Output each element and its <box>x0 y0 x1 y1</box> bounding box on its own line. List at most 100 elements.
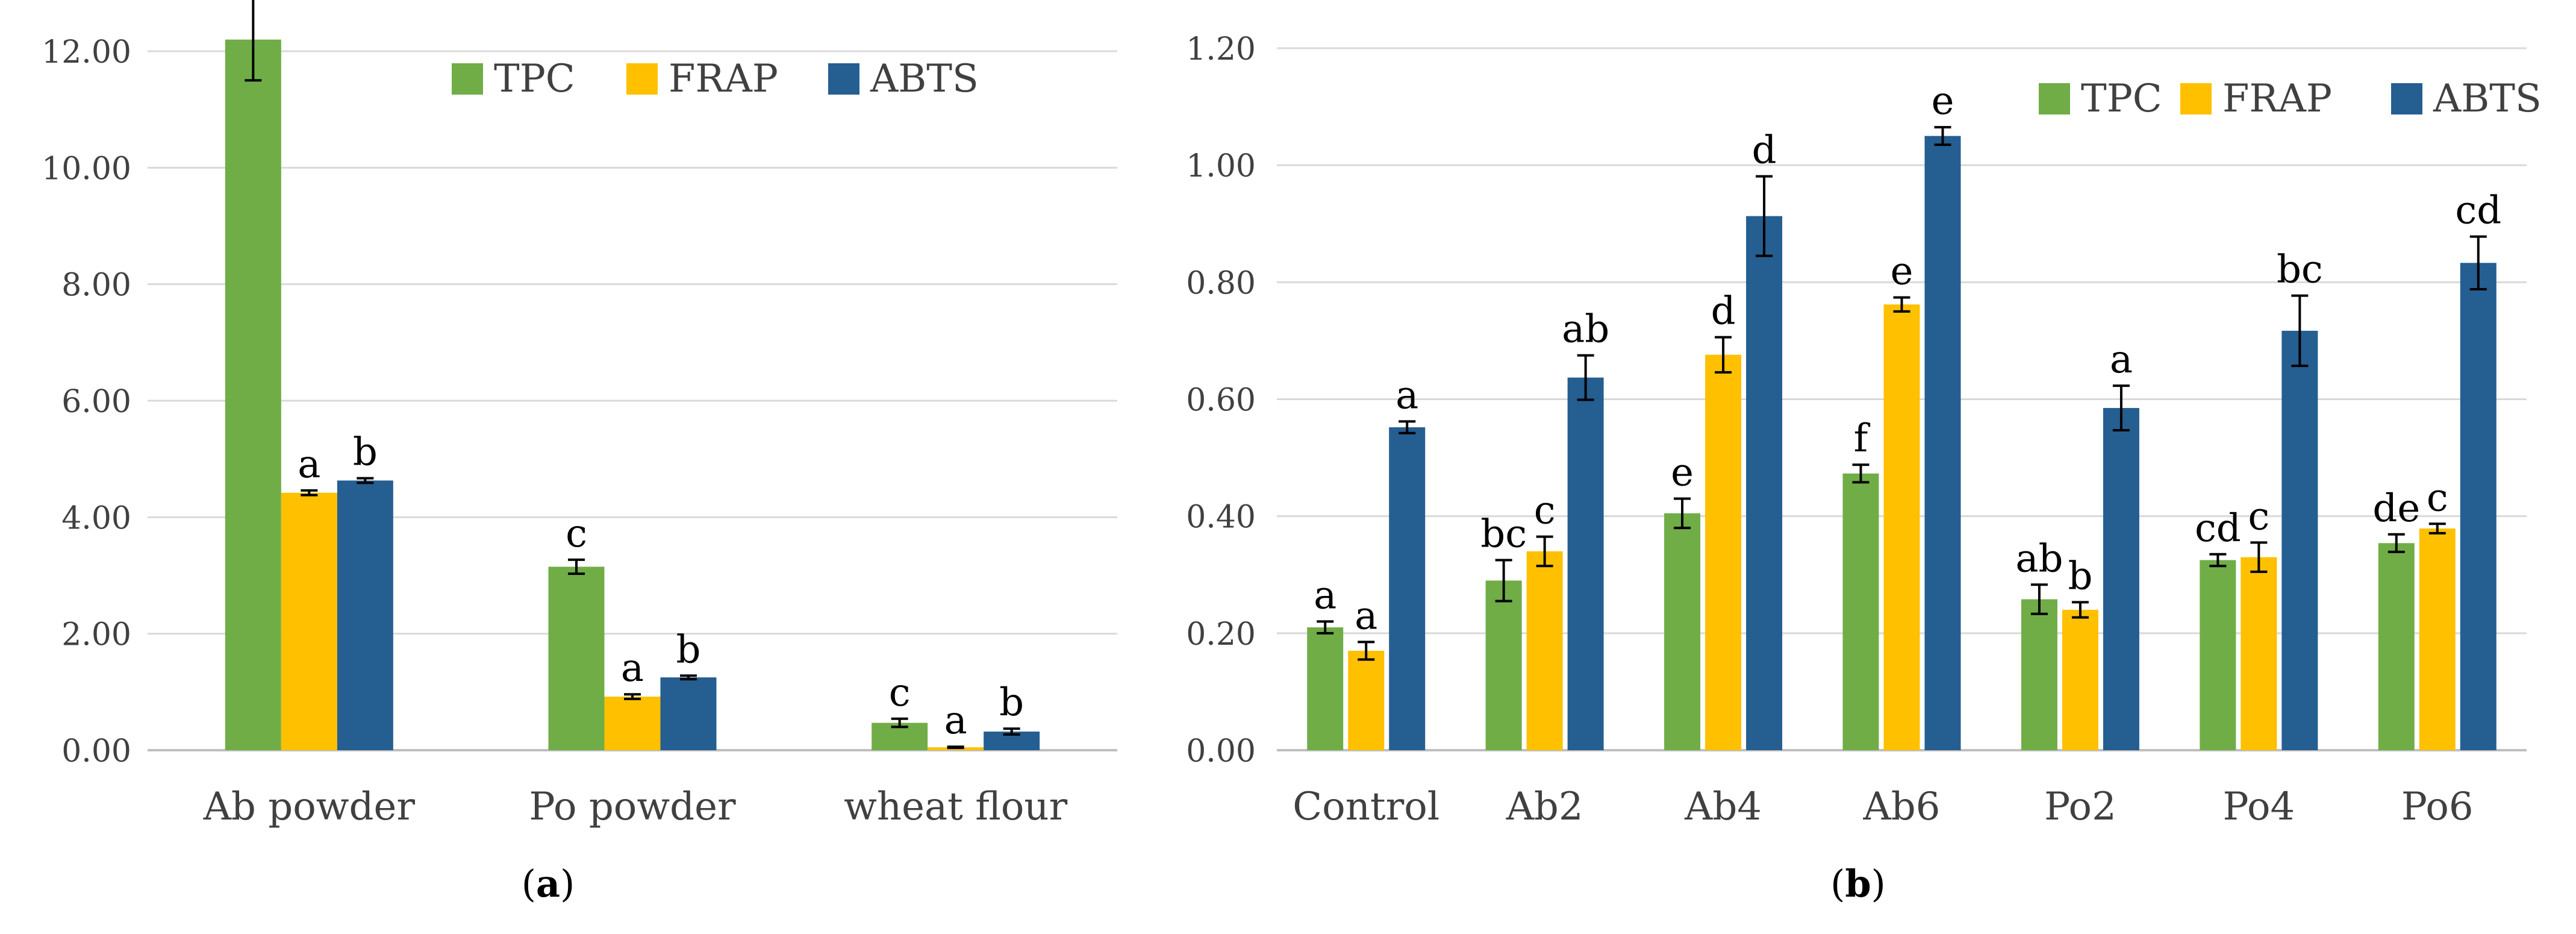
x-tick-label: wheat flour <box>844 785 1068 829</box>
significance-label: b <box>999 680 1024 725</box>
bar-tpc <box>1307 627 1344 750</box>
caption-open: ( <box>522 862 536 906</box>
caption-open: ( <box>1830 862 1845 906</box>
legend-label-abts: ABTS <box>870 57 979 101</box>
bar-tpc <box>1664 513 1701 750</box>
bar-abts <box>1389 427 1426 750</box>
panel-caption: (b) <box>1830 862 1886 906</box>
panel-caption: (a) <box>522 862 575 906</box>
legend-label-frap: FRAP <box>669 57 778 101</box>
significance-label: f <box>1854 416 1871 461</box>
x-tick-label: Po2 <box>2044 785 2116 829</box>
significance-label: a <box>1314 573 1336 618</box>
bar-abts <box>2281 330 2318 750</box>
bar-tpc <box>2200 560 2236 750</box>
legend-label-tpc: TPC <box>2081 77 2162 121</box>
bar-frap <box>2241 557 2277 750</box>
significance-label: a <box>298 442 320 487</box>
bar-abts <box>660 677 717 750</box>
bar-frap <box>2062 610 2098 750</box>
legend-swatch-frap <box>2180 83 2212 114</box>
bar-abts <box>2103 408 2139 750</box>
y-tick-label: 0.40 <box>1186 500 1256 536</box>
significance-label: e <box>1932 79 1954 124</box>
x-tick-label: Po6 <box>2401 785 2474 829</box>
significance-label: de <box>2372 486 2420 531</box>
x-tick-label: Ab2 <box>1506 785 1583 829</box>
bar-frap <box>1705 354 1742 750</box>
significance-label: d <box>1752 128 1777 173</box>
caption-letter: a <box>536 862 560 906</box>
x-tick-label: Po powder <box>529 785 735 829</box>
significance-label: bc <box>2277 248 2323 292</box>
legend-swatch-abts <box>2391 83 2422 114</box>
y-tick-label: 0.20 <box>1186 616 1256 653</box>
bar-tpc <box>1842 473 1879 750</box>
significance-label: a <box>1396 373 1418 418</box>
bar-frap <box>1883 304 1920 751</box>
significance-label: b <box>353 430 378 475</box>
bar-frap <box>604 697 661 750</box>
bar-tpc <box>1485 580 1522 750</box>
significance-label: c <box>2248 494 2269 539</box>
chart-panel-a: 0.00 2.00 4.00 6.00 8.00 10.00 12.00 Ab powder c… <box>42 0 1117 906</box>
caption-close: ) <box>1871 862 1886 906</box>
legend-swatch-tpc <box>452 63 483 95</box>
significance-label: cd <box>2195 506 2241 551</box>
significance-label: b <box>2068 554 2092 598</box>
x-tick-label: Ab6 <box>1863 785 1941 829</box>
significance-label: d <box>1711 289 1736 334</box>
x-tick-label: Po4 <box>2222 785 2295 829</box>
bar-frap <box>281 492 337 750</box>
y-tick-label: 0.00 <box>61 733 131 769</box>
y-tick-label: 0.00 <box>1186 733 1256 769</box>
significance-label: ab <box>2015 536 2063 581</box>
bar-frap <box>2419 528 2456 750</box>
bar-tpc <box>225 39 281 751</box>
y-tick-label: 0.80 <box>1186 265 1256 301</box>
y-tick-label: 0.60 <box>1186 383 1256 419</box>
x-tick-label: Ab4 <box>1684 785 1762 829</box>
legend-label-tpc: TPC <box>494 57 575 101</box>
significance-label: c <box>1534 489 1556 533</box>
y-tick-label: 10.00 <box>42 151 131 187</box>
legend-label-frap: FRAP <box>2222 77 2332 121</box>
significance-label: c <box>889 671 911 715</box>
y-tick-label: 1.00 <box>1186 148 1256 184</box>
significance-label: cd <box>2455 189 2501 233</box>
y-tick-label: 8.00 <box>61 268 131 304</box>
bar-abts <box>2460 263 2496 750</box>
bar-tpc <box>2021 599 2057 750</box>
bar-abts <box>1567 377 1604 750</box>
legend-swatch-abts <box>828 63 859 95</box>
significance-label: c <box>566 512 587 556</box>
caption-letter: b <box>1845 862 1871 906</box>
y-tick-label: 4.00 <box>61 500 131 536</box>
significance-label: c <box>2427 475 2448 520</box>
legend-label-abts: ABTS <box>2433 77 2542 121</box>
significance-label: a <box>621 646 644 691</box>
bar-abts <box>1746 216 1783 751</box>
bar-tpc <box>548 566 605 750</box>
bar-abts <box>1924 136 1961 750</box>
legend-swatch-frap <box>626 63 658 95</box>
significance-label: a <box>1355 594 1377 638</box>
significance-label: b <box>676 627 701 672</box>
significance-label: a <box>944 698 967 743</box>
bar-tpc <box>2378 543 2415 750</box>
significance-label: e <box>1891 249 1913 294</box>
legend-swatch-tpc <box>2039 83 2070 114</box>
significance-label: ab <box>1562 307 1609 352</box>
x-tick-label: Ab powder <box>203 785 416 829</box>
caption-close: ) <box>560 862 575 906</box>
bar-abts <box>337 480 393 750</box>
significance-label: a <box>2110 337 2133 382</box>
y-tick-label: 2.00 <box>61 617 131 653</box>
bar-frap <box>1526 551 1563 750</box>
x-tick-label: Control <box>1293 785 1439 829</box>
significance-label: bc <box>1480 512 1527 556</box>
y-tick-label: 1.20 <box>1186 31 1256 67</box>
